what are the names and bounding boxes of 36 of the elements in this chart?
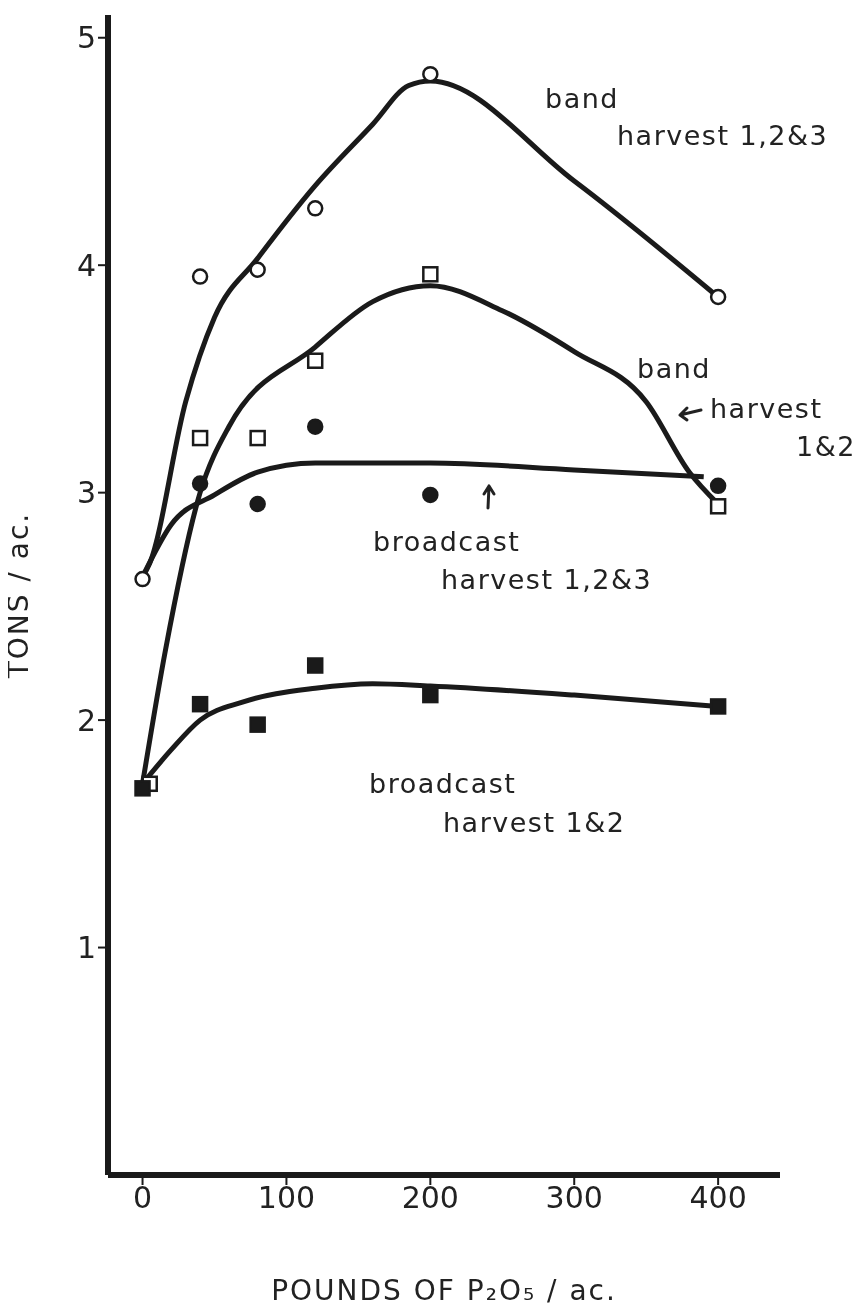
point: [306, 657, 324, 674]
x-tick-label: 400: [689, 1180, 747, 1216]
y-tick-label: 2: [76, 702, 96, 738]
x-tick-label: 0: [132, 1180, 153, 1216]
point: [191, 429, 209, 447]
point: [422, 686, 439, 704]
x-tick-label: 300: [545, 1180, 603, 1216]
annotation: band harvest 1,2&3: [545, 82, 829, 151]
point: [249, 261, 266, 278]
point: [249, 429, 266, 447]
y-tick-label: 4: [76, 247, 96, 283]
point: [249, 495, 266, 513]
annotation: band harvest 1&2: [637, 352, 856, 462]
annotation: broadcast harvest 1,2&3: [373, 525, 653, 595]
x-tick-label: 200: [401, 1180, 459, 1216]
point: [306, 418, 324, 435]
point: [422, 486, 439, 504]
point: [191, 268, 209, 285]
x-axis-title: POUNDS OF P₂O₅ / ac.: [271, 1273, 617, 1307]
point: [191, 475, 209, 492]
point: [306, 200, 324, 217]
point: [306, 352, 324, 369]
point: [709, 477, 727, 495]
y-tick-label: 1: [76, 930, 96, 966]
x-tick-label: 100: [257, 1180, 316, 1216]
point: [134, 780, 151, 797]
point: [709, 698, 727, 715]
y-tick-label: 5: [76, 20, 96, 56]
y-tick-label: 3: [76, 475, 96, 511]
point: [422, 266, 439, 283]
annotation: broadcast harvest 1&2: [369, 767, 626, 838]
point: [191, 695, 209, 713]
point: [134, 570, 151, 588]
point: [249, 716, 266, 733]
point: [709, 288, 727, 306]
point: [709, 498, 727, 515]
